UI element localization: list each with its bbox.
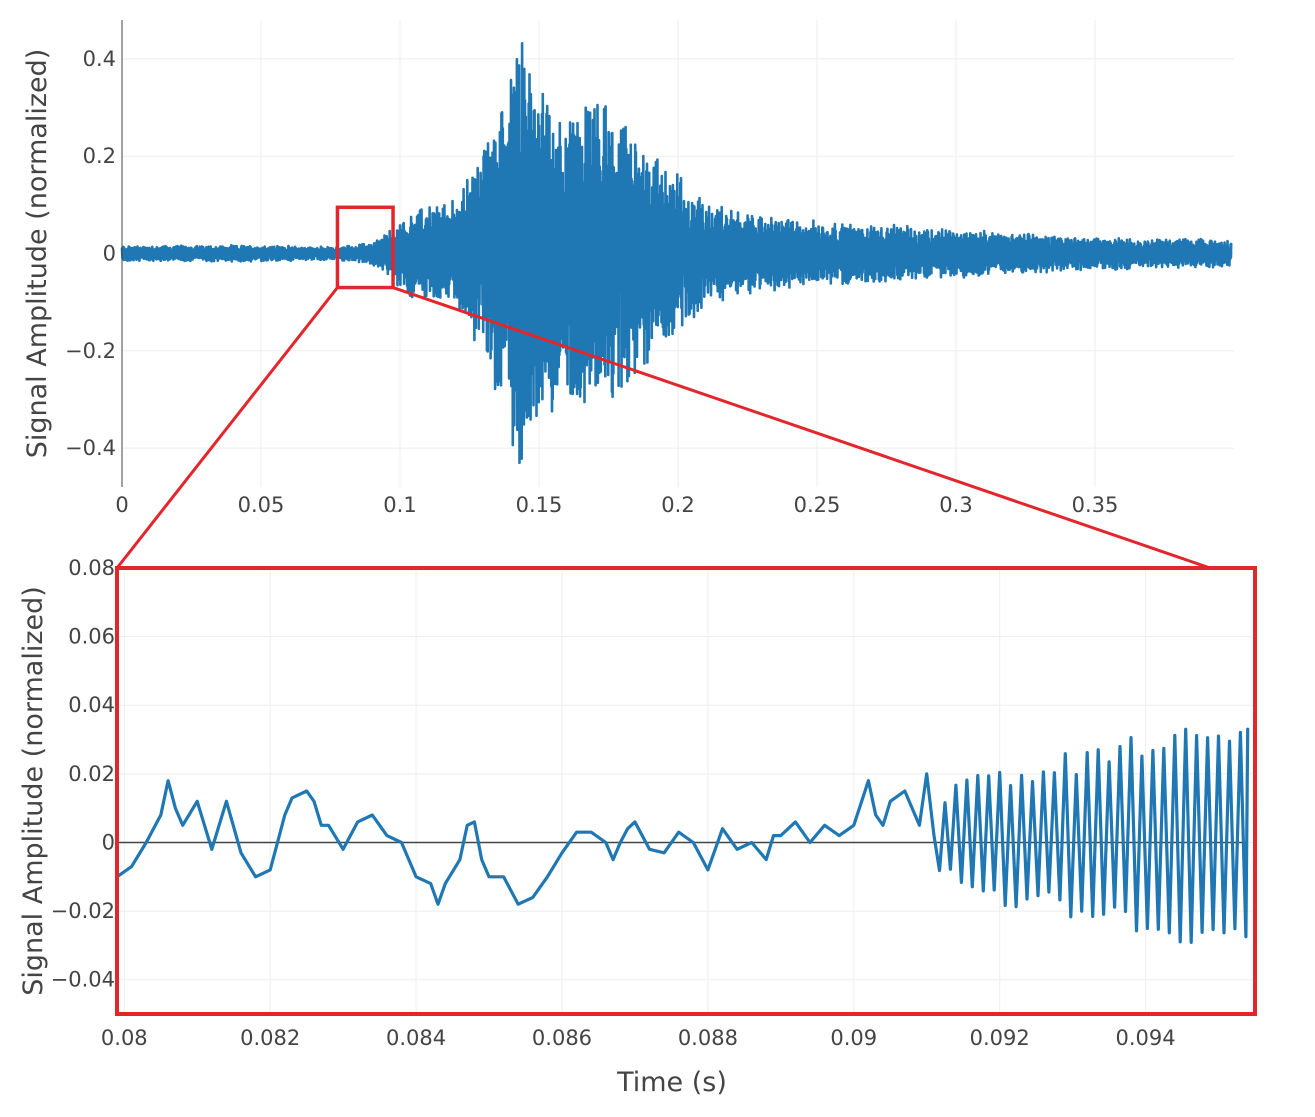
overview-y-tick-label: 0.2 <box>83 144 116 168</box>
zoom-y-tick-label: 0 <box>102 830 115 854</box>
overview-y-tick-label: −0.4 <box>65 436 116 460</box>
zoom-x-tick-label: 0.082 <box>240 1026 300 1050</box>
zoom-x-tick-label: 0.08 <box>101 1026 148 1050</box>
zoom-x-tick-label: 0.092 <box>970 1026 1030 1050</box>
overview-x-tick-label: 0.05 <box>238 493 285 517</box>
zoom-y-tick-label: −0.04 <box>51 968 115 992</box>
zoom-y-tick-label: −0.02 <box>51 899 115 923</box>
overview-x-tick-label: 0.35 <box>1072 493 1119 517</box>
zoom-y-tick-label: 0.02 <box>68 762 115 786</box>
zoom-y-tick-label: 0.06 <box>68 625 115 649</box>
zoom-signal-line <box>115 727 1250 944</box>
overview-y-tick-label: 0.4 <box>83 47 116 71</box>
overview-y-tick-label: −0.2 <box>65 339 116 363</box>
overview-y-axis-title: Signal Amplitude (normalized) <box>22 49 53 459</box>
zoom-panel-frame <box>115 566 1257 1016</box>
overview-x-tick-label: 0.2 <box>661 493 694 517</box>
overview-y-tick-labels: −0.4 −0.2 0 0.2 0.4 <box>65 47 116 460</box>
overview-plot-area <box>120 42 1233 464</box>
overview-x-tick-label: 0.1 <box>383 493 416 517</box>
zoom-x-tick-label: 0.088 <box>678 1026 738 1050</box>
overview-x-tick-label: 0.15 <box>516 493 563 517</box>
zoom-y-tick-label: 0.08 <box>68 556 115 580</box>
zoom-connector-right <box>392 286 1211 570</box>
overview-x-tick-label: 0 <box>115 493 128 517</box>
zoom-x-tick-label: 0.09 <box>830 1026 877 1050</box>
zoom-region-box <box>335 205 395 290</box>
overview-x-tick-label: 0.25 <box>794 493 841 517</box>
overview-y-tick-label: 0 <box>103 242 116 266</box>
zoom-y-tick-label: 0.04 <box>68 693 115 717</box>
overview-x-tick-label: 0.3 <box>939 493 972 517</box>
zoom-y-tick-labels: −0.04 −0.02 0 0.02 0.04 0.06 0.08 <box>51 556 115 992</box>
zoom-x-axis-title: Time (s) <box>616 1067 727 1098</box>
zoom-y-axis-title: Signal Amplitude (normalized) <box>18 586 49 996</box>
overview-signal-line <box>120 42 1233 464</box>
overview-x-tick-labels: 0 0.05 0.1 0.15 0.2 0.25 0.3 0.35 <box>115 493 1118 517</box>
zoom-connector-left <box>115 286 339 569</box>
zoom-x-tick-label: 0.084 <box>386 1026 446 1050</box>
zoom-x-tick-labels: 0.08 0.082 0.084 0.086 0.088 0.09 0.092 0.094 <box>101 1026 1176 1050</box>
zoom-x-tick-label: 0.094 <box>1116 1026 1176 1050</box>
zoom-x-tick-label: 0.086 <box>532 1026 592 1050</box>
